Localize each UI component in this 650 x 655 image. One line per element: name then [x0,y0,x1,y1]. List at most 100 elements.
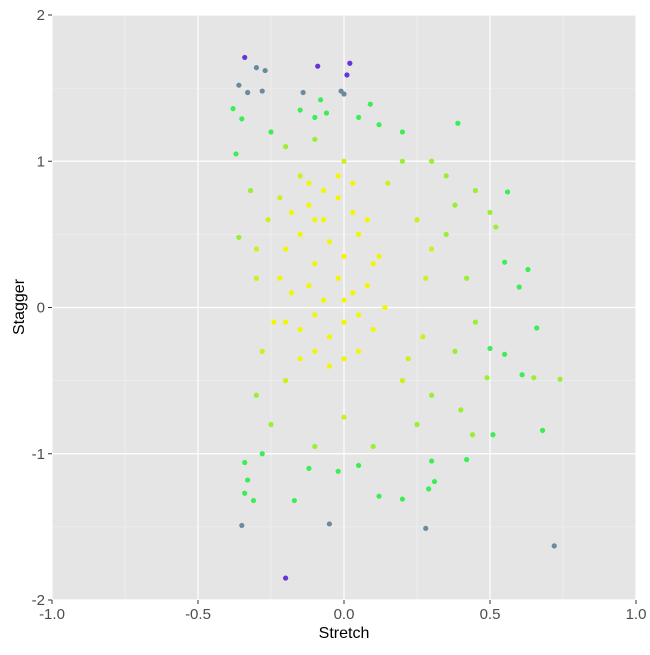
point [364,217,370,223]
point [458,407,464,413]
point [423,525,429,531]
point [341,414,347,420]
point [370,326,376,333]
point [385,180,391,186]
point [335,468,341,474]
x-tick-label: 0.0 [334,606,355,623]
point [242,54,248,61]
y-tick-label: 2 [37,7,45,24]
point [300,89,306,96]
point [443,231,449,237]
point [306,465,312,471]
point [341,91,347,97]
point [326,239,332,245]
point [370,261,376,267]
point [259,348,265,354]
point [283,378,289,384]
point [367,101,373,107]
point [250,497,257,504]
point [493,224,499,230]
point [525,266,531,273]
point [487,345,493,352]
point [291,497,297,504]
point [297,173,303,179]
point [253,65,259,71]
point [268,129,274,135]
point [341,297,347,303]
point [364,282,370,289]
point [376,493,382,499]
point [464,275,470,281]
point [356,114,362,120]
x-tick-label: 1.0 [626,606,647,623]
point [469,432,476,438]
point [370,443,376,450]
point [283,144,289,150]
x-tick-label: -1.0 [39,606,65,623]
point [502,259,508,265]
point [297,326,303,333]
point [230,106,236,112]
point [399,129,405,135]
point [312,261,318,267]
point [423,275,429,281]
point [350,180,356,186]
point [356,348,362,354]
point [259,88,265,94]
point [239,522,245,529]
point [335,275,341,281]
x-tick-label: -0.5 [185,606,211,623]
point [312,136,318,142]
points [230,54,563,581]
point [236,82,242,88]
point [253,275,259,281]
point [539,427,546,433]
point [399,158,405,164]
point [376,122,382,128]
point [341,356,347,362]
y-tick-label: 1 [37,153,45,170]
point [312,348,318,354]
point [341,319,347,325]
point [534,325,540,331]
point [259,451,265,457]
point [253,392,259,398]
point [344,72,350,78]
point [426,486,432,492]
point [341,158,347,164]
point [531,375,537,381]
point [341,253,347,259]
point [551,543,557,549]
point [245,477,251,483]
point [455,120,461,126]
point [236,234,242,240]
point [247,187,254,194]
point [306,180,312,186]
point [312,443,318,450]
point [283,319,289,325]
point [405,356,411,362]
y-tick-label: -1 [32,446,45,463]
point [452,348,458,354]
point [320,217,327,223]
y-tick-label: 0 [37,300,45,317]
point [242,459,248,466]
point [356,312,362,318]
point [262,67,268,74]
point [347,60,353,66]
point [283,246,289,252]
point [420,334,426,340]
point [350,290,356,296]
point [326,334,332,340]
point [323,110,330,116]
x-tick-label: 0.5 [480,606,501,623]
point [297,356,303,362]
point [472,319,478,325]
point [268,421,274,428]
point [382,304,388,311]
point [288,209,295,216]
point [472,187,478,194]
point [312,312,318,318]
